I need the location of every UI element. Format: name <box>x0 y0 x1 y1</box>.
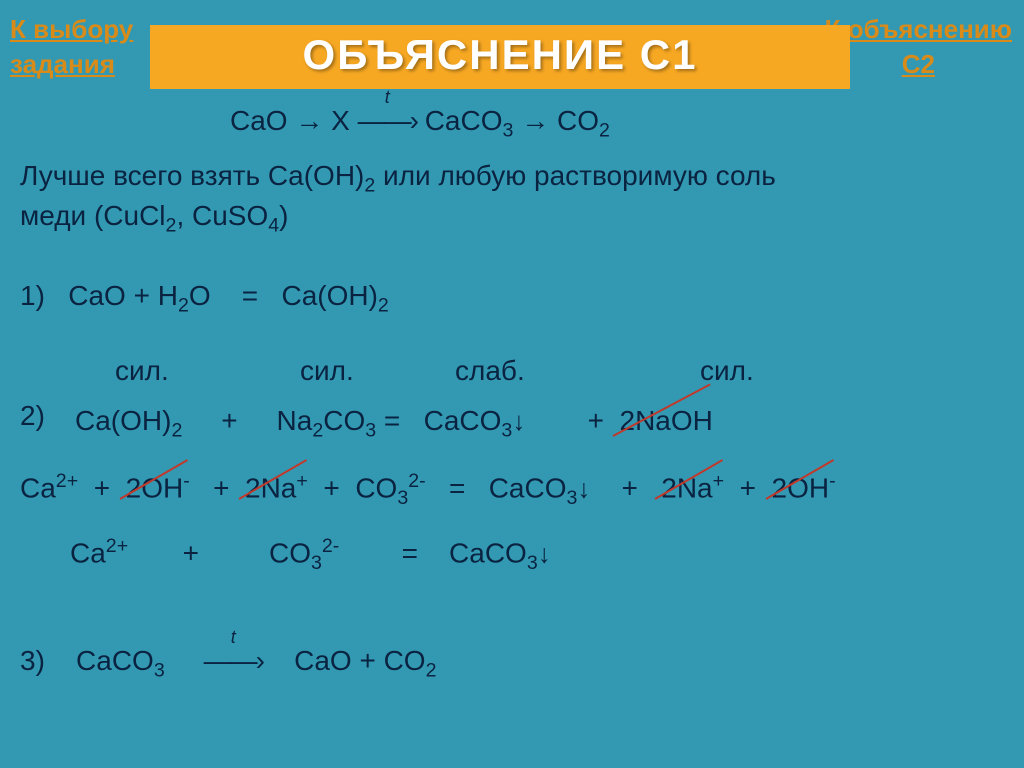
eq3a: CaCO <box>76 645 154 676</box>
eq2a: Ca(OH) <box>75 405 171 436</box>
ifd: CO <box>355 472 397 503</box>
eq2b: Na <box>277 405 313 436</box>
scheme-part3: → CO <box>521 105 599 136</box>
nav-left-line2: задания <box>10 49 115 79</box>
eq2carrow: ↓ <box>512 406 525 436</box>
hint2a: меди (CuCl <box>20 200 166 231</box>
nav-right-line1: К объяснению <box>825 14 1012 44</box>
eq2bs1: 2 <box>312 420 323 442</box>
eq2csub: 3 <box>501 420 512 442</box>
ifcsup: + <box>296 470 307 492</box>
eq2bs2: 3 <box>365 420 376 442</box>
eq2-num: 2) <box>20 400 45 432</box>
eq1-lhs1: CaO + H <box>68 280 178 311</box>
isbsub: 3 <box>311 552 322 574</box>
iscsub: 3 <box>527 552 538 574</box>
hint1sub: 2 <box>364 175 375 197</box>
ionic-strike-na1: 2Na+ <box>245 470 308 504</box>
isc: CaCO <box>449 537 527 568</box>
eq2asub: 2 <box>171 420 182 442</box>
title-banner: ОБЪЯСНЕНИЕ С1 <box>150 25 850 89</box>
isasup: 2+ <box>106 535 128 557</box>
eq2c: CaCO <box>424 405 502 436</box>
hint1a: Лучше всего взять Ca(OH) <box>20 160 364 191</box>
scheme-part2: CaCO <box>425 105 503 136</box>
ifearrow: ↓ <box>577 473 590 503</box>
ifp5: + <box>740 472 756 503</box>
isbsup: 2- <box>322 535 339 557</box>
ifb: OH <box>141 472 183 503</box>
eq3b: CaO + CO <box>294 645 425 676</box>
ifg: OH <box>787 472 829 503</box>
scheme-sub3: 2 <box>599 120 610 142</box>
eq3-t-label: t <box>231 627 236 648</box>
scheme-part1: CaO → X <box>230 105 350 136</box>
eq3-arrow-t: t ——› <box>204 645 263 677</box>
scheme-sub2: 3 <box>503 120 514 142</box>
hint2b: , CuSO <box>176 200 268 231</box>
iseq: = <box>402 537 418 568</box>
eq3bsub: 2 <box>426 660 437 682</box>
iffsup: + <box>713 470 724 492</box>
strength-4: сил. <box>700 355 754 387</box>
eq1-eq: = <box>242 280 258 311</box>
strength-1: сил. <box>115 355 169 387</box>
ifesub: 3 <box>567 487 578 509</box>
eq2d: NaOH <box>635 405 713 436</box>
eq2eq: = <box>384 405 400 436</box>
strength-2: сил. <box>300 355 354 387</box>
eq2-strike: 2NaOH <box>619 405 712 437</box>
eq1-rhs: Ca(OH) <box>281 280 377 311</box>
eq1-num: 1) <box>20 280 45 311</box>
eq1-lhs1sub: 2 <box>178 295 189 317</box>
t-label: t <box>385 87 390 108</box>
eq1-lhs2: O <box>189 280 211 311</box>
eq3-row: 3) CaCO3 t ——› CaO + CO2 <box>20 645 436 683</box>
nav-right-link[interactable]: К объяснению С2 <box>825 12 1012 82</box>
scheme-row: CaO → X t ——› CaCO3 → CO2 <box>230 105 610 143</box>
hint2c: ) <box>279 200 288 231</box>
ionic-strike-na2: 2Na+ <box>661 470 724 504</box>
ifa: Ca <box>20 472 56 503</box>
eq2-row: Ca(OH)2 + Na2CO3 = CaCO3↓ + 2NaOH <box>75 405 713 443</box>
ionic-full-row: Ca2+ + 2OH- + 2Na+ + CO32- = CaCO3↓ + 2N… <box>20 470 836 510</box>
hint-line2: меди (CuCl2, CuSO4) <box>20 200 288 238</box>
hint2sub2: 4 <box>268 215 279 237</box>
eq2p1: + <box>221 405 237 436</box>
eq3asub: 3 <box>154 660 165 682</box>
ifgsup: - <box>829 470 836 492</box>
ifp1: + <box>94 472 110 503</box>
ifasup: 2+ <box>56 470 78 492</box>
nav-left-line1: К выбору <box>10 14 133 44</box>
title-text: ОБЪЯСНЕНИЕ С1 <box>303 31 698 78</box>
scheme-arrow-t: t ——› <box>358 105 417 137</box>
hint2sub1: 2 <box>166 215 177 237</box>
eq3num: 3) <box>20 645 45 676</box>
nav-right-line2: С2 <box>902 49 935 79</box>
isp: + <box>183 537 199 568</box>
strength-3: слаб. <box>455 355 525 387</box>
ifeq: = <box>449 472 465 503</box>
hint1b: или любую растворимую соль <box>375 160 776 191</box>
eq2b2: CO <box>323 405 365 436</box>
eq1-row: 1) CaO + H2O = Ca(OH)2 <box>20 280 389 318</box>
ifp4: + <box>622 472 638 503</box>
isa: Ca <box>70 537 106 568</box>
ifp3: + <box>323 472 339 503</box>
eq1-rhssub: 2 <box>378 295 389 317</box>
ifdsup: 2- <box>408 470 425 492</box>
nav-left-link[interactable]: К выбору задания <box>10 12 133 82</box>
hint-line1: Лучше всего взять Ca(OH)2 или любую раст… <box>20 160 776 198</box>
eq2p2: + <box>588 405 604 436</box>
iscarrow: ↓ <box>538 538 551 568</box>
ifbsup: - <box>183 470 190 492</box>
ife: CaCO <box>489 472 567 503</box>
ifdsub: 3 <box>397 487 408 509</box>
ionic-strike-oh1: 2OH- <box>126 470 190 504</box>
ifp2: + <box>213 472 229 503</box>
isb: CO <box>269 537 311 568</box>
ionic-short-row: Ca2+ + CO32- = CaCO3↓ <box>70 535 551 575</box>
ionic-strike-oh2: 2OH- <box>772 470 836 504</box>
